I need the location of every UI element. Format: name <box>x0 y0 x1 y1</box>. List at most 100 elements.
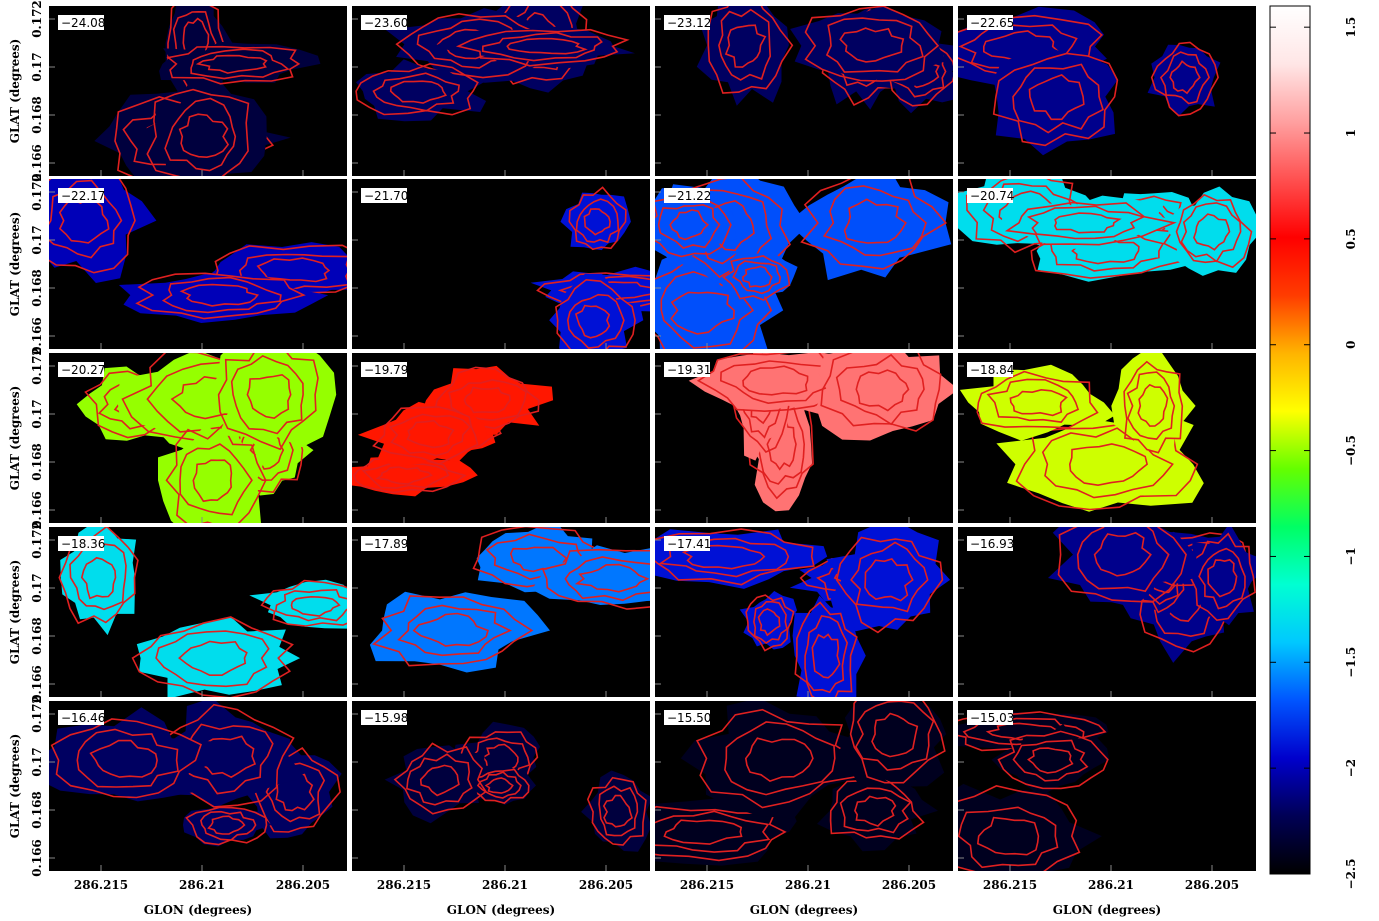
channel-panel: −18.84 <box>958 353 1256 523</box>
velocity-label-box <box>664 536 710 551</box>
emission-region <box>249 579 347 629</box>
y-tick-label: 0.172 <box>30 521 44 559</box>
contour-line <box>1175 193 1253 269</box>
y-tick-label: 0.17 <box>30 52 44 81</box>
contour-line <box>481 31 603 62</box>
contour-line <box>602 794 633 828</box>
channel-panel: −23.60 <box>352 6 650 176</box>
colorbar-ticks: −2.5 −2 −1.5 −1 −0.5 0 0.5 1 1.5 <box>1270 17 1358 889</box>
contour-line <box>566 293 625 349</box>
contour-line <box>583 208 611 236</box>
contour-line <box>568 186 627 251</box>
contour-line <box>997 730 1109 790</box>
colorbar-tick-label: 0 <box>1344 341 1358 349</box>
contour-line <box>388 413 472 457</box>
x-axis-title: GLON (degrees) <box>144 903 252 917</box>
channel-panel: −24.08 <box>49 6 347 176</box>
contour-line <box>655 528 815 586</box>
contour-line <box>536 272 650 312</box>
contour-line <box>69 543 127 611</box>
contour-line <box>412 612 489 647</box>
velocity-label: −24.08 <box>61 16 105 30</box>
velocity-label-box <box>664 362 710 377</box>
contour-line <box>274 588 347 622</box>
velocity-label: −21.22 <box>667 189 711 203</box>
contour-line <box>290 595 341 617</box>
contour-line <box>657 203 721 250</box>
channel-panel: −16.93 <box>958 527 1256 697</box>
contour-line <box>849 701 946 784</box>
channel-panel: −19.31 <box>655 353 953 523</box>
velocity-label-box <box>664 188 710 203</box>
contour-line <box>757 608 781 637</box>
contour-line <box>835 536 944 634</box>
contour-line <box>1071 237 1140 265</box>
contour-line <box>855 369 910 412</box>
emission-region <box>164 701 305 809</box>
velocity-label-box <box>664 15 710 30</box>
colorbar-gradient <box>1269 5 1311 875</box>
contour-line <box>742 365 809 396</box>
colorbar-tick-label: 1.5 <box>1344 17 1358 38</box>
contour-line <box>246 373 292 420</box>
y-tick-label: 0.168 <box>30 791 44 829</box>
contour-line <box>207 815 246 835</box>
channel-panel: −21.22 <box>655 179 953 349</box>
contour-line <box>695 708 859 809</box>
x-axis-title: GLON (degrees) <box>1053 903 1161 917</box>
contour-line <box>753 601 788 644</box>
contour-line <box>178 640 248 676</box>
contour-line <box>829 776 925 840</box>
velocity-label-box <box>664 710 710 725</box>
y-axis-title: GLAT (degrees) <box>8 212 22 317</box>
emission-region <box>959 364 1115 441</box>
velocity-label-box <box>967 536 1013 551</box>
contour-line <box>375 466 433 485</box>
contour-line <box>1054 212 1122 234</box>
contour-line <box>419 764 460 797</box>
contour-line <box>89 739 158 778</box>
contour-line <box>155 630 270 688</box>
x-tick-label: 286.21 <box>482 878 528 892</box>
velocity-label: −22.65 <box>970 16 1014 30</box>
contour-line <box>372 595 534 667</box>
contour-line <box>1169 60 1201 95</box>
y-tick-label: 0.172 <box>30 0 44 38</box>
channel-panel: −17.41 <box>655 527 953 697</box>
velocity-label: −15.98 <box>364 711 408 725</box>
contour-line <box>178 113 230 159</box>
contour-line <box>718 8 772 81</box>
contour-line <box>655 805 787 862</box>
contour-line <box>1057 527 1187 603</box>
contour-line <box>574 563 650 593</box>
velocity-label-box <box>361 188 407 203</box>
contour-line <box>766 417 797 471</box>
contour-line <box>455 28 630 67</box>
velocity-label: −21.70 <box>364 189 408 203</box>
velocity-label: −17.89 <box>364 537 408 551</box>
contour-line <box>722 255 791 301</box>
velocity-label-box <box>58 536 104 551</box>
y-tick-label: 0.166 <box>30 665 44 703</box>
contour-line <box>575 198 620 244</box>
contour-line <box>146 88 250 176</box>
contour-line <box>744 737 814 782</box>
velocity-label: −19.79 <box>364 363 408 377</box>
velocity-label-box <box>58 362 104 377</box>
contour-line <box>541 548 650 610</box>
y-tick-label: 0.17 <box>30 747 44 776</box>
y-tick-label: 0.17 <box>30 573 44 602</box>
contour-line <box>200 810 257 841</box>
y-tick-label: 0.166 <box>30 839 44 877</box>
velocity-label: −16.93 <box>970 537 1014 551</box>
contour-line <box>1193 213 1231 251</box>
x-tick-label: 286.215 <box>377 878 431 892</box>
contour-line <box>1150 41 1219 117</box>
contour-line <box>658 537 790 578</box>
emission-region <box>958 783 1102 871</box>
contour-line <box>1076 527 1170 593</box>
y-tick-label: 0.168 <box>30 617 44 655</box>
contour-line <box>1093 531 1152 577</box>
x-tick-label: 286.205 <box>276 878 330 892</box>
contour-line <box>190 48 290 80</box>
